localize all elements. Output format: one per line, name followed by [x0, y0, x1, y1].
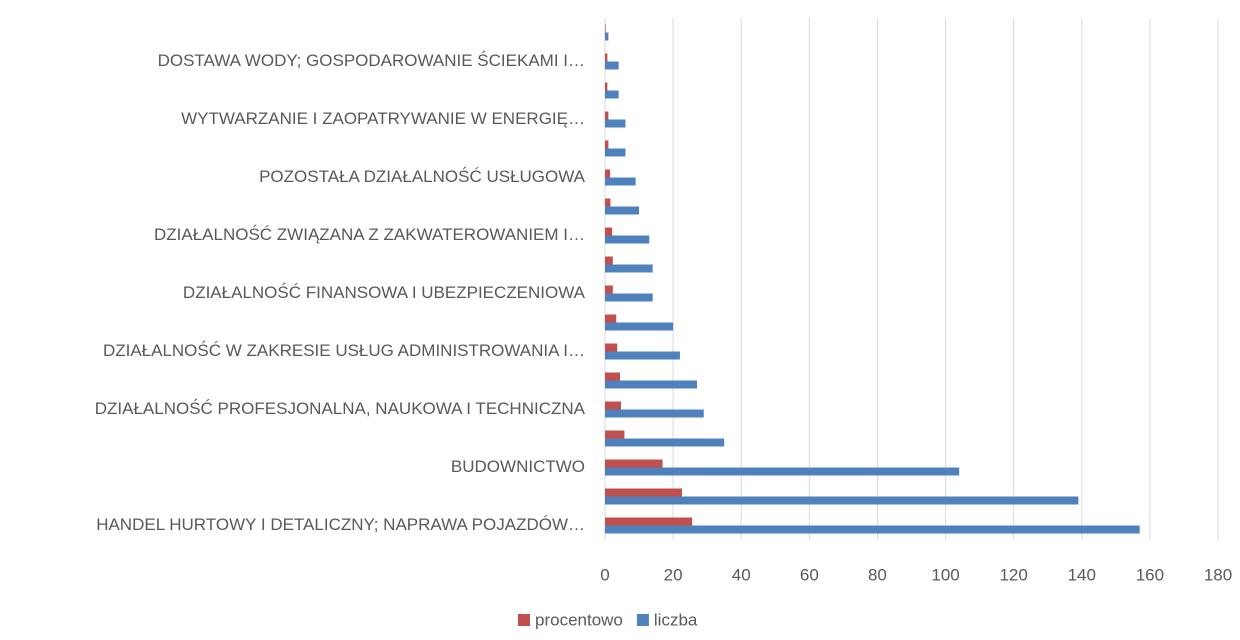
bar — [605, 82, 608, 91]
y-tick-label: DZIAŁALNOŚĆ FINANSOWA I UBEZPIECZENIOWA — [183, 283, 586, 302]
bar — [605, 438, 725, 447]
bar — [605, 517, 693, 526]
legend-label: liczba — [654, 610, 698, 629]
y-tick-label: DZIAŁALNOŚĆ PROFESJONALNA, NAUKOWA I TEC… — [95, 399, 586, 418]
bar — [605, 401, 622, 410]
y-tick-label: HANDEL HURTOWY I DETALICZNY; NAPRAWA POJ… — [96, 515, 585, 534]
bar — [605, 53, 608, 62]
bar — [605, 61, 619, 70]
bar — [605, 285, 613, 294]
legend-swatch — [518, 614, 530, 626]
bar — [605, 293, 653, 302]
bar — [605, 256, 613, 265]
bar — [605, 322, 674, 331]
y-tick-label: DZIAŁALNOŚĆ W ZAKRESIE USŁUG ADMINISTROW… — [103, 341, 585, 360]
bar — [605, 206, 640, 215]
y-tick-label: DOSTAWA WODY; GOSPODAROWANIE ŚCIEKAMI I… — [158, 51, 585, 70]
bar — [605, 90, 619, 99]
bar — [605, 314, 617, 323]
x-tick-label: 80 — [868, 565, 887, 584]
bar — [605, 430, 625, 439]
legend-label: procentowo — [535, 610, 623, 629]
y-tick-label: DZIAŁALNOŚĆ ZWIĄZANA Z ZAKWATEROWANIEM I… — [154, 225, 585, 244]
bar — [605, 459, 663, 468]
bar — [605, 32, 609, 41]
bar — [605, 235, 650, 244]
bar — [605, 496, 1079, 505]
bar — [605, 140, 609, 149]
bar — [605, 148, 626, 157]
x-tick-label: 140 — [1068, 565, 1096, 584]
x-tick-label: 160 — [1136, 565, 1164, 584]
y-tick-label: WYTWARZANIE I ZAOPATRYWANIE W ENERGIĘ… — [181, 109, 585, 128]
bar — [605, 372, 620, 381]
bar — [605, 380, 697, 389]
x-tick-label: 100 — [931, 565, 959, 584]
bar — [605, 198, 611, 207]
bar — [605, 227, 613, 236]
bar — [605, 409, 704, 418]
bar — [605, 177, 636, 186]
bar — [605, 488, 682, 497]
bar — [605, 111, 609, 120]
x-tick-label: 0 — [600, 565, 609, 584]
bar — [605, 169, 611, 178]
y-tick-label: POZOSTAŁA DZIAŁALNOŚĆ USŁUGOWA — [259, 167, 586, 186]
bar — [605, 343, 618, 352]
bar — [605, 119, 626, 128]
bar — [605, 467, 960, 476]
bar — [605, 24, 606, 33]
x-tick-label: 20 — [664, 565, 683, 584]
x-tick-label: 60 — [800, 565, 819, 584]
bar — [605, 525, 1140, 534]
x-tick-label: 120 — [999, 565, 1027, 584]
y-tick-label: BUDOWNICTWO — [451, 457, 585, 476]
bar — [605, 351, 680, 360]
x-tick-label: 180 — [1204, 565, 1232, 584]
legend-swatch — [636, 614, 649, 626]
x-tick-label: 40 — [732, 565, 751, 584]
bar — [605, 264, 653, 273]
